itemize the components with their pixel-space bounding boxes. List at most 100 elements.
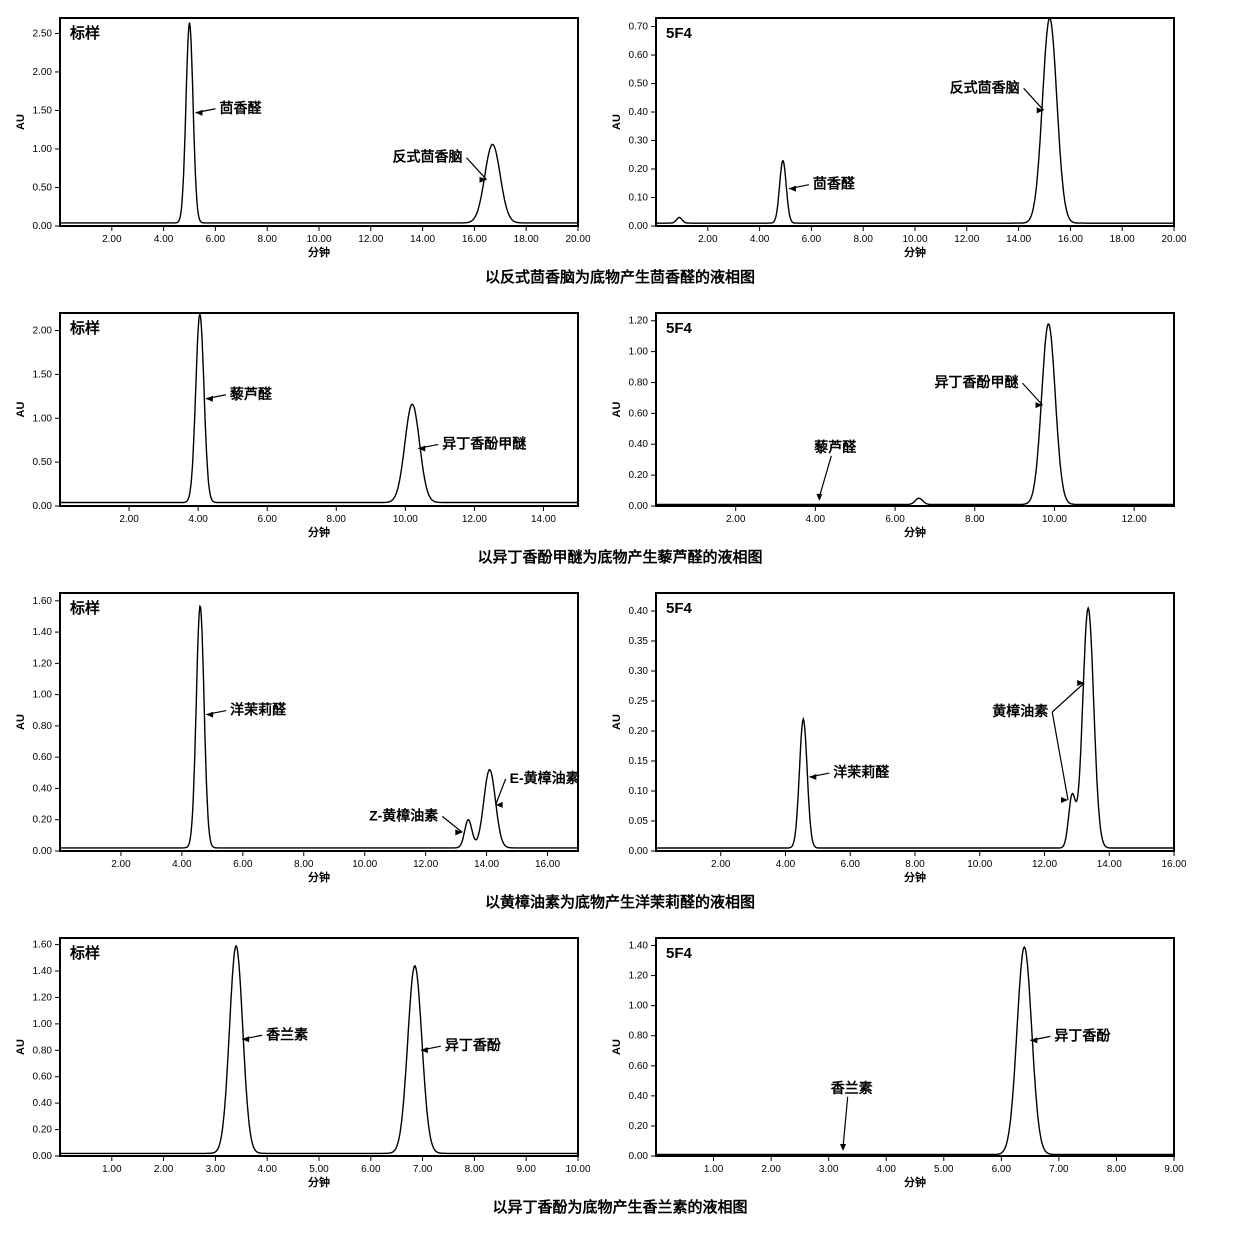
svg-text:异丁香酚甲醚: 异丁香酚甲醚 (442, 435, 526, 451)
svg-text:1.00: 1.00 (629, 1001, 649, 1012)
svg-text:0.10: 0.10 (629, 786, 649, 797)
svg-text:0.60: 0.60 (33, 1072, 53, 1083)
svg-text:16.00: 16.00 (462, 234, 487, 245)
figure-caption: 以黄樟油素为底物产生洋茉莉醛的液相图 (10, 891, 1230, 912)
svg-text:4.00: 4.00 (154, 234, 174, 245)
svg-text:7.00: 7.00 (413, 1164, 433, 1175)
svg-text:0.00: 0.00 (33, 846, 53, 857)
svg-text:1.20: 1.20 (629, 316, 649, 327)
svg-text:分钟: 分钟 (308, 245, 330, 259)
svg-text:10.00: 10.00 (902, 234, 927, 245)
svg-text:AU: AU (611, 114, 623, 130)
svg-text:1.00: 1.00 (33, 1019, 53, 1030)
svg-text:18.00: 18.00 (1110, 234, 1135, 245)
svg-text:10.00: 10.00 (352, 859, 377, 870)
svg-text:3.00: 3.00 (206, 1164, 226, 1175)
svg-text:4.00: 4.00 (750, 234, 770, 245)
svg-text:0.40: 0.40 (629, 1091, 649, 1102)
svg-text:18.00: 18.00 (514, 234, 539, 245)
svg-text:6.00: 6.00 (257, 514, 277, 525)
chart-standard: 2.004.006.008.0010.0012.0014.0016.0018.0… (10, 10, 590, 260)
svg-text:E-黄樟油素: E-黄樟油素 (510, 770, 580, 786)
svg-text:12.00: 12.00 (358, 234, 383, 245)
svg-text:0.40: 0.40 (629, 439, 649, 450)
svg-text:0.30: 0.30 (629, 136, 649, 147)
chart-sample: 2.004.006.008.0010.0012.0014.0016.00分钟0.… (606, 585, 1186, 885)
svg-text:0.40: 0.40 (629, 107, 649, 118)
figure-group: 1.002.003.004.005.006.007.008.009.0010.0… (10, 930, 1230, 1217)
svg-text:0.50: 0.50 (33, 457, 53, 468)
svg-text:标样: 标样 (69, 944, 100, 962)
svg-text:茴香醛: 茴香醛 (813, 176, 856, 192)
svg-text:0.40: 0.40 (33, 1098, 53, 1109)
svg-text:0.05: 0.05 (629, 816, 649, 827)
svg-text:0.00: 0.00 (33, 1151, 53, 1162)
svg-text:14.00: 14.00 (1006, 234, 1031, 245)
svg-text:6.00: 6.00 (992, 1164, 1012, 1175)
svg-text:4.00: 4.00 (188, 514, 208, 525)
svg-text:标样: 标样 (69, 319, 100, 337)
svg-text:0.00: 0.00 (629, 1151, 649, 1162)
chart-standard: 2.004.006.008.0010.0012.0014.00分钟0.000.5… (10, 305, 590, 540)
svg-text:0.80: 0.80 (629, 1031, 649, 1042)
svg-text:0.00: 0.00 (33, 501, 53, 512)
svg-text:1.50: 1.50 (33, 105, 53, 116)
svg-text:0.20: 0.20 (33, 815, 53, 826)
chart-standard: 1.002.003.004.005.006.007.008.009.0010.0… (10, 930, 590, 1190)
svg-text:10.00: 10.00 (306, 234, 331, 245)
chart-row: 2.00 4.00 6.00 8.00 10.00 12.00 14.00 分钟 0.00 0.5… (10, 305, 1230, 540)
svg-text:标样: 标样 (69, 599, 100, 617)
svg-text:分钟: 分钟 (308, 870, 330, 884)
svg-text:4.00: 4.00 (172, 859, 192, 870)
svg-text:异丁香酚: 异丁香酚 (445, 1037, 502, 1053)
svg-text:5.00: 5.00 (934, 1164, 954, 1175)
svg-text:2.00: 2.00 (33, 326, 53, 337)
svg-text:分钟: 分钟 (904, 525, 926, 539)
figure-group: 2.004.006.008.0010.0012.0014.0016.00分钟0.… (10, 585, 1230, 912)
svg-text:1.60: 1.60 (33, 596, 53, 607)
svg-text:8.00: 8.00 (965, 514, 985, 525)
svg-text:12.00: 12.00 (1122, 514, 1147, 525)
svg-text:反式茴香脑: 反式茴香脑 (393, 149, 463, 165)
figure-group: 2.004.006.008.0010.0012.0014.0016.0018.0… (10, 10, 1230, 287)
svg-text:1.00: 1.00 (33, 690, 53, 701)
svg-text:洋茉莉醛: 洋茉莉醛 (833, 764, 890, 780)
svg-text:0.00: 0.00 (33, 221, 53, 232)
svg-text:洋茉莉醛: 洋茉莉醛 (230, 702, 287, 718)
svg-text:10.00: 10.00 (565, 1164, 590, 1175)
svg-text:AU: AU (15, 402, 27, 418)
svg-text:14.00: 14.00 (531, 514, 556, 525)
svg-text:分钟: 分钟 (904, 870, 926, 884)
chart-row: 2.004.006.008.0010.0012.0014.0016.00分钟0.… (10, 585, 1230, 885)
svg-text:AU: AU (611, 1039, 623, 1055)
svg-text:0.25: 0.25 (629, 696, 649, 707)
svg-text:AU: AU (15, 1039, 27, 1055)
svg-text:0.60: 0.60 (629, 50, 649, 61)
svg-text:AU: AU (15, 714, 27, 730)
svg-text:10.00: 10.00 (1042, 514, 1067, 525)
svg-text:黄樟油素: 黄樟油素 (992, 703, 1048, 719)
svg-text:AU: AU (611, 714, 623, 730)
svg-text:1.20: 1.20 (33, 992, 53, 1003)
svg-text:2.00: 2.00 (119, 514, 139, 525)
svg-text:0.80: 0.80 (33, 721, 53, 732)
svg-text:藜芦醛: 藜芦醛 (229, 386, 273, 402)
svg-text:6.00: 6.00 (361, 1164, 381, 1175)
svg-text:2.00: 2.00 (726, 514, 746, 525)
svg-text:香兰素: 香兰素 (265, 1026, 308, 1042)
svg-text:0.20: 0.20 (629, 470, 649, 481)
svg-text:2.00: 2.00 (33, 67, 53, 78)
svg-text:0.50: 0.50 (629, 79, 649, 90)
svg-text:14.00: 14.00 (410, 234, 435, 245)
svg-text:0.50: 0.50 (33, 182, 53, 193)
svg-text:1.00: 1.00 (629, 347, 649, 358)
svg-text:10.00: 10.00 (967, 859, 992, 870)
svg-text:8.00: 8.00 (905, 859, 925, 870)
svg-text:2.00: 2.00 (111, 859, 131, 870)
svg-text:0.20: 0.20 (629, 1121, 649, 1132)
svg-text:2.50: 2.50 (33, 28, 53, 39)
svg-text:分钟: 分钟 (308, 525, 330, 539)
figure-caption: 以异丁香酚甲醚为底物产生藜芦醛的液相图 (10, 546, 1230, 567)
svg-text:20.00: 20.00 (565, 234, 590, 245)
svg-text:1.00: 1.00 (33, 144, 53, 155)
